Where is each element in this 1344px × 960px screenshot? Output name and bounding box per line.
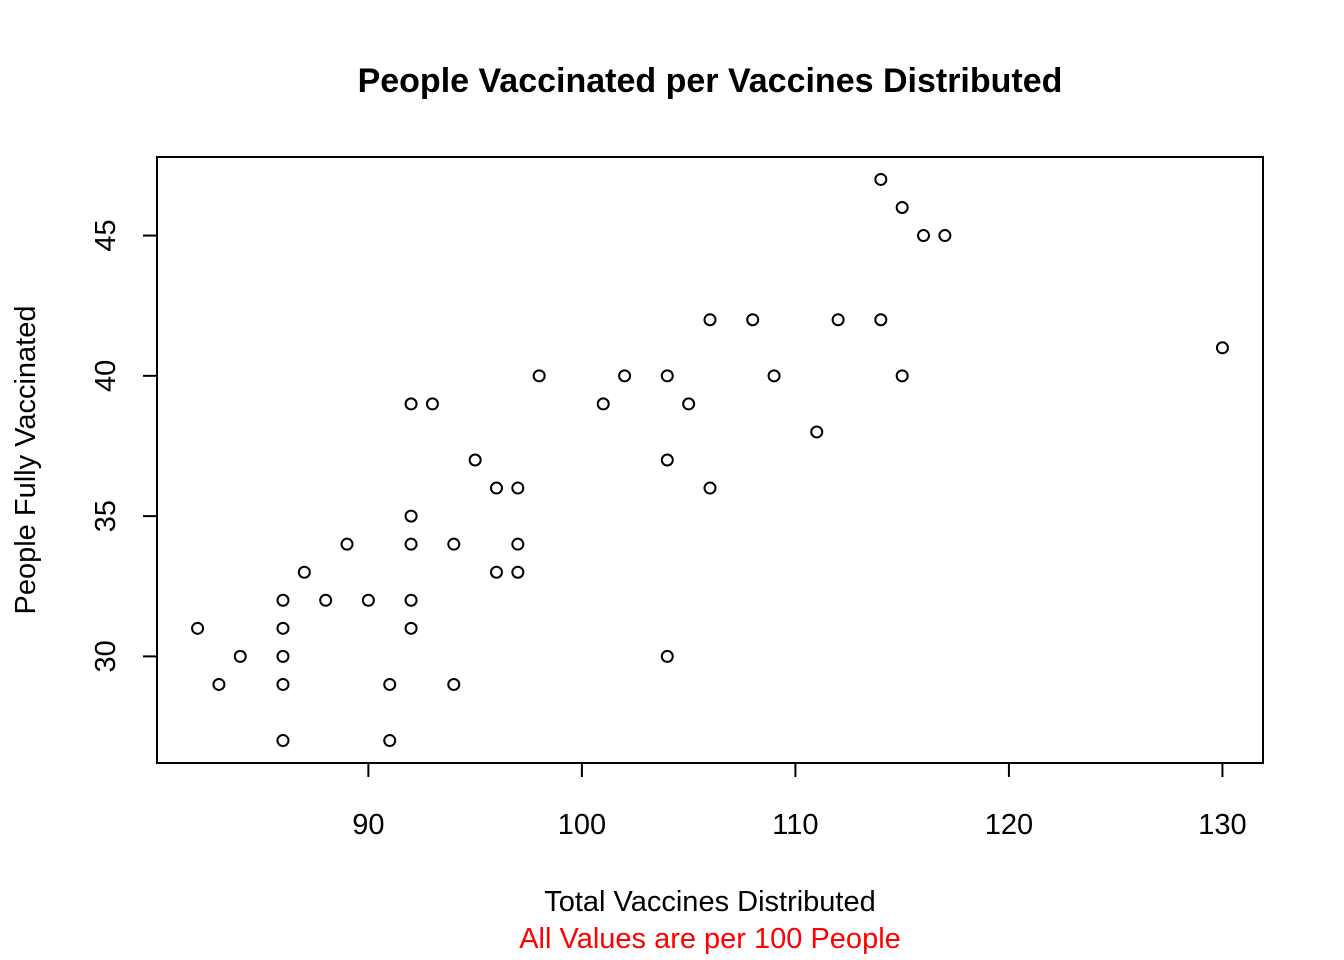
units-note: All Values are per 100 People [519,923,901,955]
y-tick-label: 40 [90,360,122,392]
data-point [682,397,696,411]
y-axis: 30 35 40 45 [90,219,158,673]
x-tick-label: 110 [772,809,818,841]
data-point [276,734,290,748]
data-point [468,453,482,467]
data-point [895,369,909,383]
data-point [511,481,525,495]
data-point [660,369,674,383]
data-point [746,313,760,327]
data-point [404,593,418,607]
data-point [276,621,290,635]
data-point [511,565,525,579]
plot-area-frame [156,156,1264,764]
data-point [895,201,909,214]
x-tick-label: 130 [1198,809,1246,841]
data-point [660,649,674,663]
y-axis-label: People Fully Vaccinated [10,306,42,615]
data-point [703,481,717,495]
x-tick-label: 100 [558,809,606,841]
data-point [1215,341,1229,355]
x-axis: 90 100 110 120 130 [352,762,1247,841]
x-tick-label: 90 [352,809,384,841]
y-tick-label: 35 [90,500,122,532]
data-point [233,649,247,663]
data-point [831,313,845,327]
data-point [618,369,632,383]
data-point [404,397,418,411]
data-point [767,369,781,383]
data-point [276,677,290,691]
data-point [297,565,311,579]
data-point [319,593,333,607]
data-point [660,453,674,467]
data-point [532,369,546,383]
data-point [212,677,226,691]
data-point [489,565,503,579]
data-point [938,229,952,243]
data-point [383,734,397,748]
data-point [874,172,888,186]
data-point [404,509,418,523]
data-point [276,593,290,607]
data-point [489,481,503,495]
data-point [874,313,888,327]
data-point [383,677,397,691]
y-tick-label: 45 [90,219,122,251]
data-point [703,313,717,327]
data-point [340,537,354,551]
data-points [191,172,1229,748]
x-tick-label: 120 [985,809,1033,841]
data-point [917,229,931,243]
data-point [425,397,439,411]
data-point [361,593,375,607]
chart-title: People Vaccinated per Vaccines Distribut… [358,62,1063,100]
y-tick-label: 30 [90,640,122,672]
data-point [447,677,461,691]
data-point [447,537,461,551]
data-point [404,621,418,635]
data-point [404,537,418,551]
data-point [276,649,290,663]
data-point [191,621,205,635]
data-point [596,397,610,411]
x-axis-label: Total Vaccines Distributed [544,886,876,918]
data-point [511,537,525,551]
data-point [810,425,824,439]
